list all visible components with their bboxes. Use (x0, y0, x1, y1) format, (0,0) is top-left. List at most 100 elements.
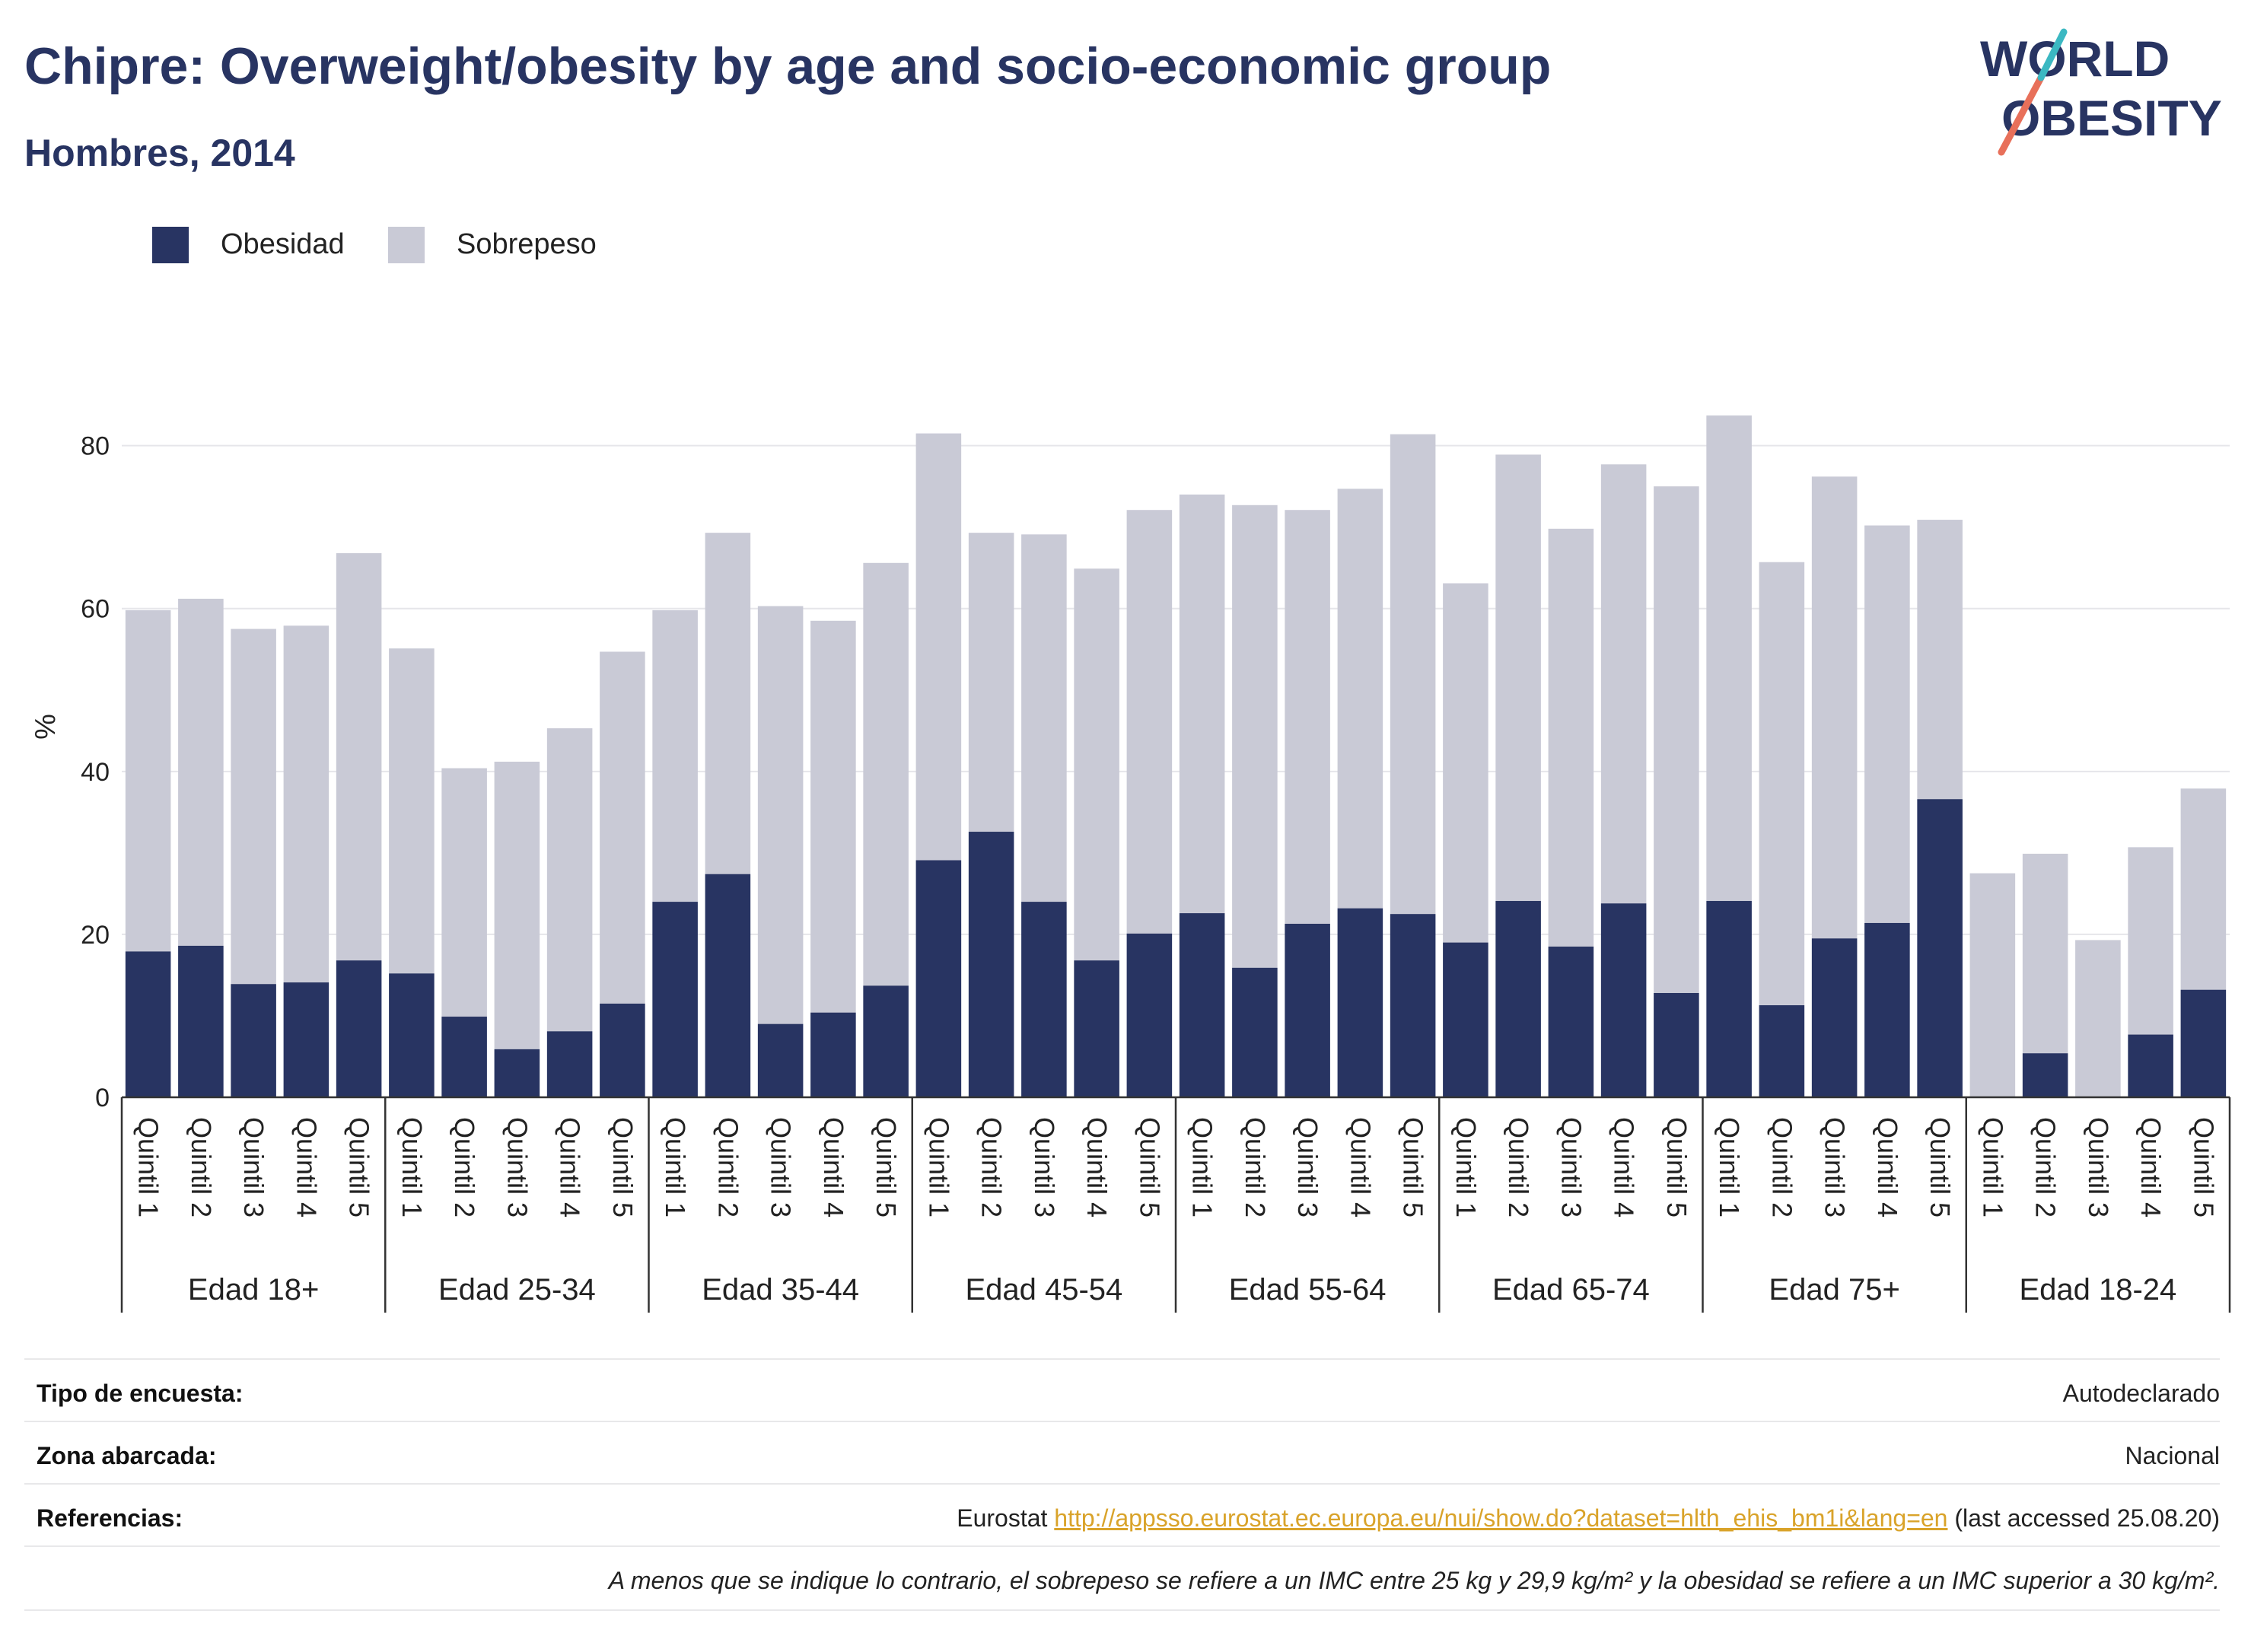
footer-value-survey-type: Autodeclarado (2062, 1380, 2220, 1407)
group-label: Edad 65-74 (1492, 1273, 1650, 1307)
bar-sobrepeso (1074, 568, 1119, 961)
x-tick-label: Quintil 3 (501, 1117, 533, 1218)
bar-sobrepeso (441, 768, 487, 1017)
x-tick-label: Quintil 2 (449, 1117, 480, 1218)
group-label: Edad 18-24 (2019, 1273, 2176, 1307)
footer-row-survey-type: Tipo de encuesta: Autodeclarado (24, 1358, 2220, 1422)
bar-obesidad (863, 985, 909, 1097)
bar-obesidad (1021, 902, 1067, 1097)
bar-sobrepeso (1285, 510, 1330, 924)
x-tick-label: Quintil 1 (1714, 1117, 1745, 1218)
bar-obesidad (2022, 1053, 2068, 1097)
x-tick-label: Quintil 4 (1872, 1117, 1903, 1218)
bar-obesidad (1495, 901, 1541, 1097)
y-tick-label: 0 (95, 1084, 110, 1112)
bar-obesidad (441, 1017, 487, 1097)
x-tick-label: Quintil 1 (133, 1117, 164, 1218)
bar-obesidad (705, 874, 751, 1097)
bar-sobrepeso (600, 651, 645, 1004)
bar-obesidad (1074, 960, 1119, 1097)
bar-sobrepeso (810, 620, 856, 1013)
chart-subtitle: Hombres, 2014 (24, 132, 295, 174)
x-tick-label: Quintil 3 (1555, 1117, 1587, 1218)
footer-row-references: Referencias: Eurostat http://appsso.euro… (24, 1483, 2220, 1547)
bar-sobrepeso (968, 533, 1014, 832)
bar-sobrepeso (1811, 476, 1858, 939)
bar-obesidad (2180, 989, 2227, 1097)
bar-obesidad (1390, 914, 1436, 1097)
bar-sobrepeso (1495, 454, 1541, 902)
x-tick-label: Quintil 5 (1398, 1117, 1429, 1218)
logo-line1: WORLD (1980, 30, 2170, 87)
bar-obesidad (283, 982, 330, 1097)
x-tick-label: Quintil 3 (1292, 1117, 1323, 1218)
bar-obesidad (600, 1003, 645, 1097)
footer-value-coverage: Nacional (2125, 1442, 2220, 1469)
x-tick-label: Quintil 2 (186, 1117, 217, 1218)
legend-label-obesidad: Obesidad (221, 228, 345, 260)
x-tick-label: Quintil 4 (291, 1117, 322, 1218)
x-tick-label: Quintil 5 (1134, 1117, 1165, 1218)
bar-sobrepeso (2128, 847, 2173, 1035)
legend-swatch-obesidad (152, 227, 189, 263)
bar-obesidad (1285, 923, 1330, 1097)
bar-obesidad (652, 902, 698, 1097)
group-label: Edad 45-54 (965, 1273, 1122, 1307)
x-tick-label: Quintil 1 (396, 1117, 428, 1218)
bar-obesidad (915, 860, 962, 1097)
y-tick-label: 60 (81, 595, 110, 624)
stacked-bar-chart: 0 20 40 60 80% Quintil 1 Quintil 2 Quintil 3 Qui… (30, 415, 2231, 1313)
bar-sobrepeso (1969, 873, 2016, 1097)
bar-obesidad (1443, 942, 1488, 1097)
legend-label-sobrepeso: Sobrepeso (457, 228, 597, 260)
bar-sobrepeso (1021, 534, 1067, 902)
footer-note: A menos que se indique lo contrario, el … (608, 1567, 2220, 1594)
bar-obesidad (1706, 901, 1752, 1097)
y-tick-label: 80 (81, 432, 110, 461)
bar-obesidad (546, 1031, 593, 1097)
x-tick-label: Quintil 2 (2030, 1117, 2062, 1218)
bar-obesidad (1759, 1005, 1805, 1097)
y-tick-label: 20 (81, 921, 110, 950)
bar-sobrepeso (2075, 940, 2121, 1097)
group-label: Edad 55-64 (1229, 1273, 1387, 1307)
footer-row-note: A menos que se indique lo contrario, el … (24, 1545, 2220, 1609)
y-axis-label: % (30, 714, 62, 740)
reference-accessed: (last accessed 25.08.20) (1947, 1504, 2220, 1532)
bar-obesidad (1811, 938, 1858, 1097)
x-tick-label: Quintil 4 (555, 1117, 586, 1218)
bar-sobrepeso (915, 433, 962, 861)
group-label: Edad 25-34 (438, 1273, 596, 1307)
x-tick-label: Quintil 1 (660, 1117, 691, 1218)
bar-sobrepeso (2022, 853, 2068, 1054)
x-tick-label: Quintil 4 (1609, 1117, 1640, 1218)
x-tick-label: Quintil 3 (766, 1117, 797, 1218)
bar-obesidad (125, 951, 171, 1097)
group-label: Edad 18+ (188, 1273, 319, 1307)
world-obesity-logo: WORLD OBESITY (1980, 28, 2222, 156)
x-tick-label: Quintil 2 (976, 1117, 1008, 1218)
bar-sobrepeso (2180, 788, 2227, 990)
x-tick-label: Quintil 3 (238, 1117, 269, 1218)
x-tick-label: Quintil 1 (923, 1117, 954, 1218)
bar-obesidad (494, 1049, 540, 1097)
bar-sobrepeso (652, 610, 698, 902)
bar-obesidad (389, 973, 435, 1097)
x-tick-label: Quintil 4 (818, 1117, 849, 1218)
bar-sobrepeso (178, 598, 224, 946)
bar-obesidad (968, 832, 1014, 1097)
group-label: Edad 75+ (1769, 1273, 1899, 1307)
bar-sobrepeso (1654, 486, 1699, 993)
bar-sobrepeso (863, 562, 909, 986)
x-tick-label: Quintil 5 (607, 1117, 638, 1218)
bar-sobrepeso (389, 648, 435, 974)
bar-obesidad (757, 1023, 804, 1097)
reference-link[interactable]: http://appsso.eurostat.ec.europa.eu/nui/… (1054, 1504, 1948, 1532)
bar-sobrepeso (1390, 434, 1436, 915)
x-tick-label: Quintil 5 (1661, 1117, 1692, 1218)
x-tick-label: Quintil 2 (1503, 1117, 1534, 1218)
bar-obesidad (231, 984, 276, 1097)
footer-key-survey-type: Tipo de encuesta: (37, 1380, 244, 1407)
bar-obesidad (1917, 799, 1963, 1097)
reference-source: Eurostat (957, 1504, 1055, 1532)
